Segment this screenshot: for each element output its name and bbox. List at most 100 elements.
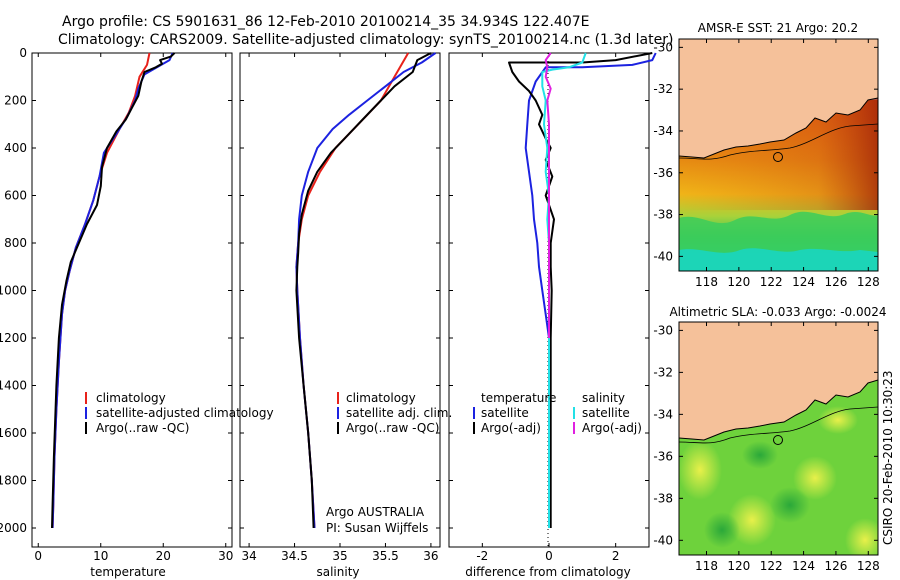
map-y-tick-label: -40: [653, 249, 673, 263]
y-tick-label: 1000: [0, 284, 27, 298]
y-tick-label: 400: [4, 141, 27, 155]
sla-blob: [704, 512, 740, 548]
map-y-tick-label: -30: [653, 323, 673, 337]
map-y-tick-label: -36: [653, 166, 673, 180]
map-y-tick-label: -34: [653, 407, 673, 421]
map-y-tick-label: -34: [653, 124, 673, 138]
map-y-tick-label: -38: [653, 491, 673, 505]
x-tick-label: 20: [156, 549, 171, 563]
sla-coastline: [679, 379, 878, 441]
sst-land: [679, 39, 878, 158]
y-tick-label: 800: [4, 236, 27, 250]
x-tick-label: 34.5: [281, 549, 308, 563]
salinity-y-ticks: [240, 52, 440, 529]
map-x-tick-label: 122: [760, 275, 783, 289]
sla-blob: [845, 518, 878, 555]
temperature-y-axis: 0 200 400 600 800 1000 1200 1400 1600 1800 2000: [0, 46, 232, 535]
x-tick-label: 0: [545, 549, 553, 563]
map-y-tick-label: -30: [653, 40, 673, 54]
difference-panel: -2 0 2 difference from climatology tempera…: [448, 52, 657, 579]
series-line-temperature-argo-adj-: [508, 52, 653, 528]
map-y-tick-label: -32: [653, 365, 673, 379]
legend-satellite-adjusted: satellite-adjusted climatology: [96, 406, 274, 420]
temperature-legend: climatology satellite-adjusted climatolo…: [85, 391, 274, 435]
series-line-salinity-argo-adj-: [544, 52, 552, 338]
sla-map: Altimetric SLA: -0.033 Argo: -0.0024 118…: [653, 305, 886, 573]
sla-contour: [679, 406, 878, 444]
sst-map: AMSR-E SST: 21 Argo: 20.2 118 120 122 124 12…: [653, 21, 879, 289]
sst-map-frame: [678, 38, 879, 272]
series-line-argo-raw-qc-: [51, 52, 176, 529]
map-x-tick-label: 120: [727, 559, 750, 573]
series-line-temperature-satellite: [524, 52, 657, 528]
x-tick-label: 0: [34, 549, 42, 563]
map-x-tick-label: 122: [760, 559, 783, 573]
map-x-tick-label: 124: [792, 275, 815, 289]
map-x-tick-label: 118: [695, 275, 718, 289]
legend-temp-satellite: satellite: [481, 406, 529, 420]
series-line-climatology: [295, 52, 410, 529]
map-x-tick-label: 118: [695, 559, 718, 573]
salinity-x-axis: 34 34.5 35 35.5 36: [241, 53, 439, 563]
sst-coastline: [679, 97, 878, 159]
temperature-series: [51, 52, 176, 529]
salinity-plot-frame: [239, 52, 441, 548]
salinity-x-label: salinity: [316, 565, 359, 579]
legend-sal-satellite: satellite: [582, 406, 630, 420]
salinity-series: [295, 52, 437, 529]
map-x-tick-label: 120: [727, 275, 750, 289]
y-tick-label: 1200: [0, 331, 27, 345]
map-y-tick-label: -36: [653, 449, 673, 463]
x-tick-label: -2: [476, 549, 488, 563]
x-tick-label: 35.5: [372, 549, 399, 563]
legend-satellite-adj-clim: satellite adj. clim.: [346, 406, 452, 420]
difference-y-ticks: [449, 52, 649, 529]
legend-argo: Argo(..raw -QC): [346, 421, 439, 435]
legend-salinity-heading: salinity: [582, 391, 625, 405]
sst-cyan-band: [679, 248, 878, 271]
figure-title-line1: Argo profile: CS 5901631_86 12-Feb-2010 …: [62, 14, 589, 30]
argo-location-marker: [773, 435, 783, 445]
series-line-argo-raw-qc-: [295, 52, 432, 529]
difference-legend: temperature satellite Argo(-adj) salinit…: [473, 391, 642, 435]
sst-contour: [679, 123, 878, 160]
sst-map-axes: 118 120 122 124 126 128 -30 -32 -34 -36 -38 -40: [653, 39, 880, 289]
difference-series: [508, 52, 657, 528]
argo-location-marker: [773, 152, 783, 162]
y-tick-label: 1600: [0, 426, 27, 440]
x-tick-label: 30: [218, 549, 233, 563]
y-tick-label: 600: [4, 189, 27, 203]
figure-title-line2: Climatology: CARS2009. Satellite-adjuste…: [58, 32, 673, 48]
legend-climatology: climatology: [96, 391, 166, 405]
series-line-climatology: [51, 52, 151, 529]
sla-blob: [728, 494, 776, 546]
x-tick-label: 34: [241, 549, 256, 563]
map-y-tick-label: -38: [653, 208, 673, 222]
sla-map-title: Altimetric SLA: -0.033 Argo: -0.0024: [669, 305, 886, 319]
salinity-legend: climatology satellite adj. clim. Argo(..…: [337, 391, 452, 435]
sla-blob: [770, 487, 810, 523]
argo-australia-label: Argo AUSTRALIA: [326, 505, 425, 519]
pi-label: PI: Susan Wijffels: [326, 521, 428, 535]
x-tick-label: 36: [423, 549, 438, 563]
y-tick-label: 1800: [0, 474, 27, 488]
temperature-panel: 0 200 400 600 800 1000 1200 1400 1600 1800 2000 0 1…: [0, 46, 274, 579]
map-x-tick-label: 124: [792, 559, 815, 573]
legend-temperature-heading: temperature: [481, 391, 556, 405]
sst-map-title: AMSR-E SST: 21 Argo: 20.2: [698, 21, 858, 35]
sla-map-frame: [678, 321, 879, 556]
map-x-tick-label: 128: [857, 559, 880, 573]
map-y-tick-label: -40: [653, 533, 673, 547]
y-tick-label: 1400: [0, 379, 27, 393]
map-x-tick-label: 128: [857, 275, 880, 289]
y-tick-label: 0: [19, 46, 27, 60]
map-x-tick-label: 126: [824, 559, 847, 573]
sla-blob: [742, 441, 778, 469]
csiro-timestamp: CSIRO 20-Feb-2010 10:30:23: [881, 370, 895, 545]
temperature-x-label: temperature: [90, 565, 165, 579]
sla-blob: [793, 456, 837, 500]
sla-blob: [818, 406, 858, 434]
x-tick-label: 10: [93, 549, 108, 563]
temperature-x-axis: 0 10 20 30: [34, 53, 233, 563]
map-x-tick-label: 126: [824, 275, 847, 289]
